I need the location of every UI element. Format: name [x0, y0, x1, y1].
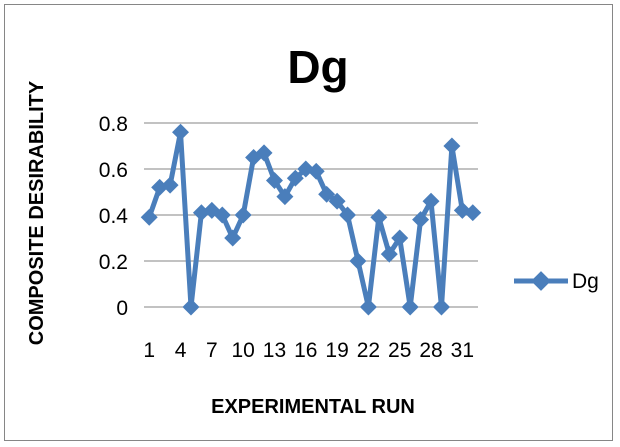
x-tick-label: 19: [325, 339, 348, 362]
x-tick-label: 13: [263, 339, 286, 362]
data-point: [307, 162, 325, 180]
data-point: [318, 185, 336, 203]
data-point: [265, 172, 283, 189]
x-tick-label: 7: [206, 339, 218, 362]
data-point: [286, 169, 304, 187]
data-point: [255, 144, 273, 162]
x-tick-label: 31: [451, 339, 474, 362]
data-point: [432, 298, 450, 316]
y-tick-label: 0.8: [99, 113, 128, 136]
x-tick-label: 10: [231, 339, 254, 362]
y-tick-label: 0.4: [99, 205, 129, 228]
data-point: [380, 245, 398, 263]
y-axis-title: COMPOSITE DESIRABILITY: [26, 80, 48, 345]
data-point: [401, 298, 419, 316]
data-point: [161, 176, 179, 194]
x-tick-label: 1: [143, 339, 155, 362]
legend-marker-dg: [531, 271, 551, 291]
data-point: [182, 298, 200, 316]
x-tick-label: 25: [388, 339, 411, 362]
data-point: [412, 211, 430, 229]
x-tick-label: 28: [419, 339, 442, 362]
data-point: [370, 208, 388, 226]
data-point: [443, 137, 461, 155]
data-point: [349, 252, 367, 270]
data-point: [224, 229, 242, 247]
x-tick-label: 16: [294, 339, 317, 362]
data-point: [213, 206, 231, 224]
data-point: [328, 192, 346, 210]
data-point: [422, 192, 440, 210]
data-point: [339, 206, 357, 224]
data-point: [172, 123, 190, 141]
y-tick-labels: 0 0.2 0.4 0.6 0.8: [99, 113, 129, 320]
data-point: [140, 208, 158, 226]
legend-label-dg: Dg: [572, 270, 599, 293]
chart-title: Dg: [287, 41, 348, 93]
data-point: [359, 298, 377, 316]
y-tick-label: 0.2: [99, 251, 128, 274]
legend: Dg: [514, 270, 599, 293]
data-point: [276, 188, 294, 206]
x-tick-labels: 1 4 7 10 13 16 19 22 25 28 31: [143, 339, 474, 362]
x-tick-label: 4: [175, 339, 187, 362]
x-axis-title: EXPERIMENTAL RUN: [211, 396, 415, 418]
y-tick-label: 0: [116, 297, 128, 320]
data-point: [391, 229, 409, 247]
y-tick-label: 0.6: [99, 159, 128, 182]
data-point: [234, 206, 252, 224]
chart-frame: [4, 4, 613, 441]
x-tick-label: 22: [357, 339, 380, 362]
data-point: [464, 204, 482, 222]
series-markers-dg: [140, 123, 482, 316]
